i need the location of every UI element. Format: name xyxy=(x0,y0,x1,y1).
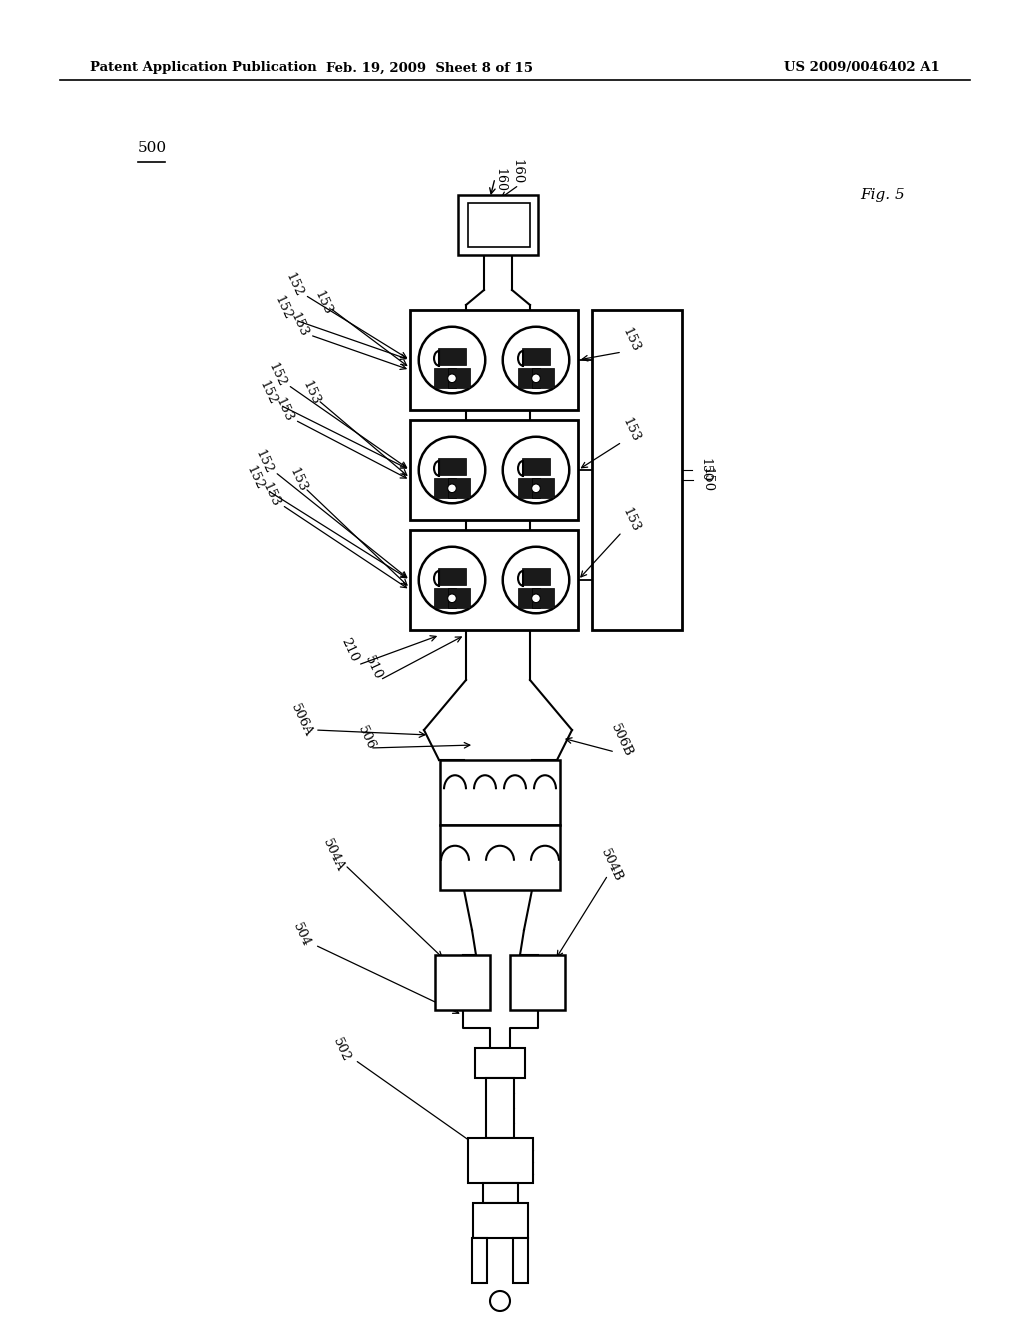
Bar xyxy=(518,589,540,609)
Circle shape xyxy=(490,1291,510,1311)
Bar xyxy=(532,478,554,498)
Text: Patent Application Publication: Patent Application Publication xyxy=(90,62,316,74)
Circle shape xyxy=(447,594,457,603)
Bar xyxy=(449,368,470,388)
Circle shape xyxy=(531,484,541,492)
Bar xyxy=(532,589,554,609)
Bar xyxy=(522,458,550,475)
Text: 506A: 506A xyxy=(288,701,314,739)
Circle shape xyxy=(447,484,457,492)
Bar xyxy=(434,589,456,609)
Circle shape xyxy=(419,437,485,503)
Bar xyxy=(458,195,538,255)
Text: 504: 504 xyxy=(290,921,312,949)
Circle shape xyxy=(503,437,569,503)
Circle shape xyxy=(419,327,485,393)
Bar xyxy=(449,589,470,609)
Bar xyxy=(532,368,554,388)
Text: 506B: 506B xyxy=(608,722,635,759)
Text: 152: 152 xyxy=(253,447,275,477)
Bar xyxy=(592,310,682,630)
Circle shape xyxy=(419,546,485,614)
Text: 152: 152 xyxy=(272,294,295,322)
Bar xyxy=(410,531,578,630)
Bar xyxy=(522,348,550,364)
Bar xyxy=(438,458,466,475)
Bar xyxy=(449,478,470,498)
Text: 153: 153 xyxy=(260,480,283,510)
Circle shape xyxy=(447,374,457,383)
Bar xyxy=(410,420,578,520)
Bar xyxy=(410,310,578,411)
Text: Fig. 5: Fig. 5 xyxy=(860,187,905,202)
Text: 500: 500 xyxy=(138,141,167,154)
Text: 506: 506 xyxy=(355,723,378,752)
Text: 153: 153 xyxy=(288,310,310,339)
Text: 510: 510 xyxy=(362,653,384,682)
Text: 153: 153 xyxy=(620,506,642,535)
Bar xyxy=(486,1078,514,1138)
Bar xyxy=(475,1048,525,1078)
Circle shape xyxy=(503,546,569,614)
Text: 502: 502 xyxy=(330,1036,352,1064)
Circle shape xyxy=(531,594,541,603)
Circle shape xyxy=(531,374,541,383)
Bar xyxy=(468,1138,532,1183)
Text: US 2009/0046402 A1: US 2009/0046402 A1 xyxy=(784,62,940,74)
Text: 152: 152 xyxy=(244,463,266,492)
Bar xyxy=(472,1238,487,1283)
Bar xyxy=(468,203,530,247)
Bar xyxy=(434,368,456,388)
Text: 150: 150 xyxy=(700,467,713,492)
Bar xyxy=(438,569,466,585)
Bar xyxy=(518,368,540,388)
Bar xyxy=(440,825,560,890)
Bar xyxy=(472,1203,527,1238)
Text: 153: 153 xyxy=(287,466,309,494)
Bar xyxy=(440,760,560,825)
Text: 152: 152 xyxy=(266,360,289,389)
Circle shape xyxy=(503,327,569,393)
Text: 160: 160 xyxy=(510,160,523,185)
Bar xyxy=(435,954,490,1010)
Bar xyxy=(510,954,565,1010)
Bar xyxy=(522,569,550,585)
Text: 504B: 504B xyxy=(598,846,625,883)
Text: 153: 153 xyxy=(273,396,296,424)
Text: Feb. 19, 2009  Sheet 8 of 15: Feb. 19, 2009 Sheet 8 of 15 xyxy=(327,62,534,74)
Text: 160: 160 xyxy=(493,168,506,191)
Text: 504A: 504A xyxy=(319,837,346,874)
Text: 153: 153 xyxy=(620,416,642,445)
Text: 210: 210 xyxy=(338,636,360,664)
Bar xyxy=(513,1238,528,1283)
Bar xyxy=(438,348,466,364)
Bar xyxy=(518,478,540,498)
Text: 152: 152 xyxy=(283,271,305,300)
Text: 152: 152 xyxy=(257,379,280,407)
Bar xyxy=(434,478,456,498)
Text: 150: 150 xyxy=(698,458,711,482)
Bar xyxy=(482,1183,517,1203)
Text: 153: 153 xyxy=(620,326,642,354)
Text: 153: 153 xyxy=(300,379,323,407)
Text: 153: 153 xyxy=(312,289,335,317)
